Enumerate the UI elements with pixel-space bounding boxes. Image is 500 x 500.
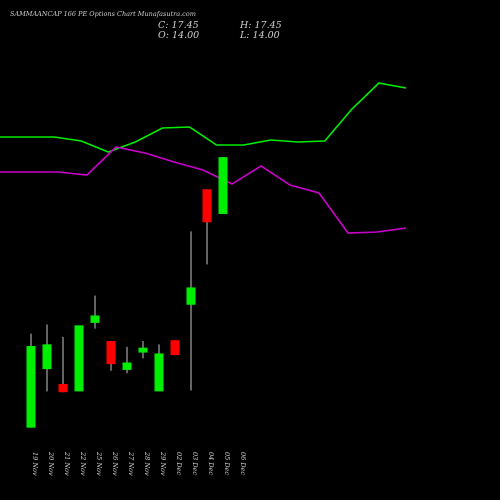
candle-body bbox=[26, 346, 36, 428]
candle-body bbox=[218, 157, 228, 214]
open-value: O: 14.00 bbox=[158, 30, 200, 41]
candle-03-dec bbox=[186, 231, 196, 391]
x-tick-label: 27 Nov bbox=[127, 451, 135, 476]
x-tick-label: 26 Nov bbox=[111, 451, 119, 476]
candle-22-nov bbox=[74, 325, 84, 392]
candle-body bbox=[90, 315, 100, 323]
candle-body bbox=[186, 287, 196, 305]
candle-02-dec bbox=[170, 340, 180, 356]
overlay-line-1 bbox=[0, 82, 407, 153]
x-tick-label: 03 Dec bbox=[191, 452, 199, 475]
x-tick-label: 05 Dec bbox=[223, 452, 231, 475]
candle-27-nov bbox=[122, 346, 132, 374]
candle-body bbox=[42, 344, 52, 370]
close-value: C: 17.45 bbox=[158, 20, 199, 31]
x-tick-label: 20 Nov bbox=[47, 451, 55, 476]
x-tick-label: 29 Nov bbox=[159, 451, 167, 476]
candle-body bbox=[138, 347, 148, 353]
candle-body bbox=[74, 325, 84, 392]
candle-05-dec bbox=[218, 157, 228, 214]
x-tick-label: 25 Nov bbox=[95, 451, 103, 476]
high-value: H: 17.45 bbox=[240, 20, 282, 31]
x-tick-label: 06 Dec bbox=[239, 452, 247, 475]
x-tick-label: 02 Dec bbox=[175, 452, 183, 475]
low-value: L: 14.00 bbox=[240, 30, 280, 41]
x-tick-label: 28 Nov bbox=[143, 451, 151, 476]
x-tick-label: 19 Nov bbox=[31, 452, 39, 476]
x-tick-label: 21 Nov bbox=[63, 451, 71, 476]
overlay-line-2 bbox=[0, 146, 407, 234]
candle-body bbox=[202, 189, 212, 223]
x-tick-label: 04 Dec bbox=[207, 452, 215, 475]
candle-26-nov bbox=[106, 341, 116, 371]
candle-body bbox=[122, 362, 132, 370]
chart-title: SAMMAANCAP 166 PE Options Chart Munafasu… bbox=[10, 10, 196, 18]
candle-28-nov bbox=[138, 341, 148, 359]
candle-body bbox=[154, 353, 164, 392]
candle-04-dec bbox=[202, 189, 212, 265]
candle-19-nov bbox=[26, 333, 36, 428]
candle-20-nov bbox=[42, 324, 52, 392]
candle-25-nov bbox=[90, 295, 100, 329]
candle-21-nov bbox=[58, 336, 68, 393]
candle-29-nov bbox=[154, 344, 164, 392]
candle-body bbox=[58, 383, 68, 393]
candle-body bbox=[170, 340, 180, 356]
x-tick-label: 22 Nov bbox=[79, 451, 87, 476]
candle-body bbox=[106, 341, 116, 365]
